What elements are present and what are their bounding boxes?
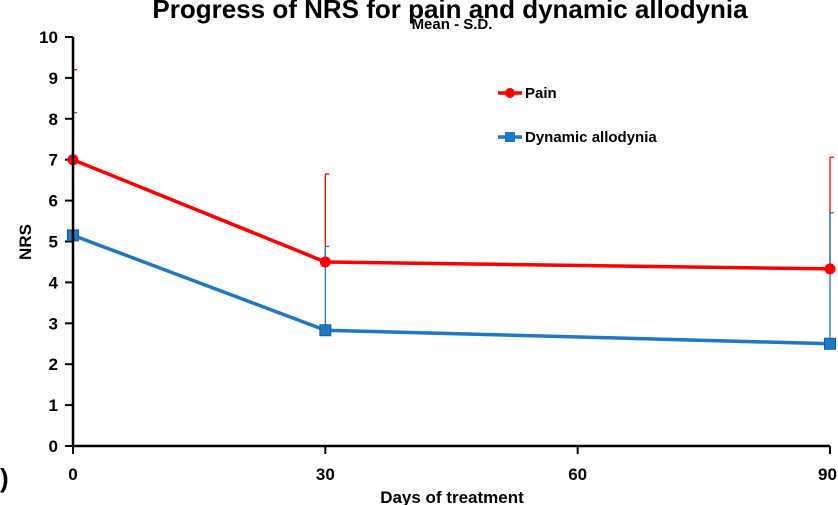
chart-title: Progress of NRS for pain and dynamic all… (152, 0, 748, 24)
x-tick-label: 60 (568, 465, 587, 484)
data-point (824, 337, 836, 350)
y-tick-label: 5 (49, 233, 58, 252)
panel-label: ) (0, 463, 9, 493)
chart-subtitle: Mean - S.D. (412, 16, 493, 33)
y-axis-title: NRS (16, 224, 35, 260)
y-tick-label: 6 (49, 192, 58, 211)
y-tick-label: 1 (49, 396, 58, 415)
data-point (319, 324, 332, 337)
series-line (72, 158, 831, 271)
x-axis-ticks: 0 30 60 90 (68, 446, 837, 484)
legend-marker (505, 88, 515, 98)
y-tick-label: 8 (49, 110, 58, 129)
x-tick-label: 90 (818, 465, 837, 484)
y-tick-label: 9 (49, 69, 58, 88)
data-point (824, 263, 836, 275)
series-line (72, 233, 831, 346)
legend-label: Dynamic allodynia (525, 129, 657, 146)
x-tick-label: 30 (316, 465, 335, 484)
legend: Pain Dynamic allodynia (498, 85, 657, 146)
y-tick-label: 7 (49, 151, 58, 170)
y-tick-label: 2 (49, 355, 58, 374)
legend-marker (505, 132, 515, 142)
y-tick-label: 0 (49, 437, 58, 456)
x-axis-title: Days of treatment (380, 488, 524, 505)
x-tick-label: 0 (68, 465, 77, 484)
y-axis-ticks: 0 1 2 3 4 5 6 7 8 9 10 (39, 28, 73, 456)
y-tick-label: 3 (49, 314, 58, 333)
series-lines (72, 158, 831, 346)
data-point (319, 256, 331, 268)
legend-label: Pain (525, 85, 557, 102)
y-tick-label: 4 (49, 273, 59, 292)
y-tick-label: 10 (39, 28, 58, 47)
series-markers (67, 154, 836, 350)
